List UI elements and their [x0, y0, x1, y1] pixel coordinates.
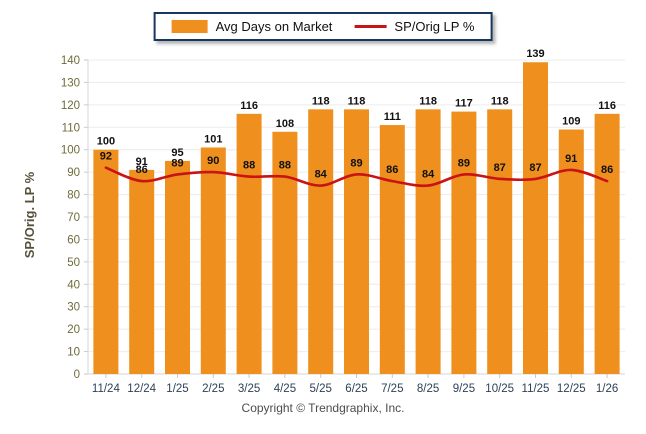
bar-avg-days [129, 169, 155, 374]
bar-value-label: 108 [276, 118, 294, 130]
line-value-label: 90 [207, 155, 219, 167]
bar-value-label: 109 [562, 116, 580, 128]
y-tick-label: 120 [61, 100, 80, 112]
line-value-label: 87 [529, 162, 541, 174]
x-tick-label: 5/25 [310, 383, 332, 395]
bar-avg-days [558, 129, 584, 374]
y-tick-label: 140 [61, 55, 80, 67]
bar-value-label: 91 [136, 156, 148, 168]
bar-value-label: 111 [384, 111, 401, 123]
line-value-label: 89 [171, 157, 183, 169]
bar-value-label: 139 [526, 48, 544, 60]
x-tick-label: 10/25 [485, 383, 514, 395]
bar-avg-days [272, 131, 298, 374]
legend-label-avg-days: Avg Days on Market [215, 19, 333, 34]
bar-avg-days [200, 147, 226, 374]
x-tick-label: 3/25 [238, 383, 260, 395]
bar-avg-days [594, 113, 620, 374]
bar-value-label: 118 [348, 95, 366, 107]
x-tick-label: 6/25 [345, 383, 367, 395]
line-value-label: 86 [136, 164, 148, 176]
bar-value-label: 116 [240, 100, 258, 112]
line-value-label: 91 [565, 153, 577, 165]
bar-value-label: 117 [455, 98, 473, 110]
line-value-label: 84 [315, 169, 328, 181]
x-tick-label: 1/26 [596, 383, 618, 395]
bar-avg-days [165, 160, 190, 374]
bar-avg-days [236, 113, 262, 374]
bar-avg-days [451, 111, 477, 374]
sp-orig-lp-line [104, 166, 609, 188]
line-value-label: 86 [386, 164, 398, 176]
y-tick-label: 40 [67, 279, 80, 291]
y-tick-label: 100 [61, 145, 80, 157]
bar-avg-days [415, 109, 441, 374]
bar-avg-days [487, 109, 513, 374]
bar-value-label: 100 [97, 136, 115, 148]
bar-value-label: 118 [312, 95, 330, 107]
line-value-label: 87 [494, 162, 506, 174]
y-tick-label: 50 [67, 257, 80, 269]
y-tick-label: 10 [67, 347, 80, 359]
x-tick-label: 2/25 [202, 383, 224, 395]
bar-avg-days [523, 62, 548, 374]
y-tick-label: 70 [67, 212, 80, 224]
y-tick-label: 30 [67, 302, 80, 314]
y-tick-label: 80 [67, 190, 80, 202]
chart-legend: Avg Days on Market SP/Orig LP % [153, 12, 493, 41]
y-tick-label: 20 [67, 324, 80, 336]
bar-value-label: 95 [171, 147, 183, 159]
line-value-label: 86 [601, 164, 613, 176]
x-tick-label: 9/25 [453, 383, 475, 395]
legend-item-avg-days: Avg Days on Market [171, 19, 333, 34]
x-tick-label: 11/25 [522, 383, 550, 395]
bar-avg-days [308, 109, 334, 374]
bar-value-label: 116 [598, 100, 616, 112]
x-tick-label: 8/25 [417, 383, 439, 395]
bar-value-label: 118 [419, 95, 437, 107]
bar-avg-days [379, 125, 405, 375]
line-value-label: 92 [100, 151, 112, 163]
copyright-text: Copyright © Trendgraphix, Inc. [241, 401, 405, 415]
bar-value-label: 101 [204, 133, 222, 145]
y-tick-label: 0 [74, 369, 80, 381]
x-tick-label: 11/24 [92, 383, 121, 395]
bar-avg-days [344, 109, 369, 374]
x-tick-label: 7/25 [381, 383, 403, 395]
x-tick-label: 1/25 [166, 383, 188, 395]
y-tick-label: 130 [61, 77, 80, 89]
y-tick-label: 60 [67, 234, 80, 246]
line-value-label: 88 [243, 160, 255, 172]
x-tick-label: 4/25 [274, 383, 296, 395]
legend-label-sp-orig-lp: SP/Orig LP % [394, 19, 475, 34]
bar-avg-days [93, 149, 119, 374]
line-series-swatch-icon [354, 25, 387, 28]
y-axis-title: SP/Orig. LP % [22, 171, 37, 259]
y-tick-label: 90 [67, 167, 80, 179]
x-tick-label: 12/24 [127, 383, 156, 395]
line-value-label: 89 [458, 157, 470, 169]
line-value-label: 88 [279, 160, 291, 172]
legend-item-sp-orig-lp: SP/Orig LP % [354, 19, 474, 34]
bar-series-swatch-icon [171, 20, 208, 33]
line-value-label: 84 [422, 169, 435, 181]
x-tick-label: 12/25 [557, 383, 586, 395]
y-tick-label: 110 [62, 122, 80, 134]
bar-value-label: 118 [491, 95, 509, 107]
line-value-label: 89 [350, 157, 362, 169]
